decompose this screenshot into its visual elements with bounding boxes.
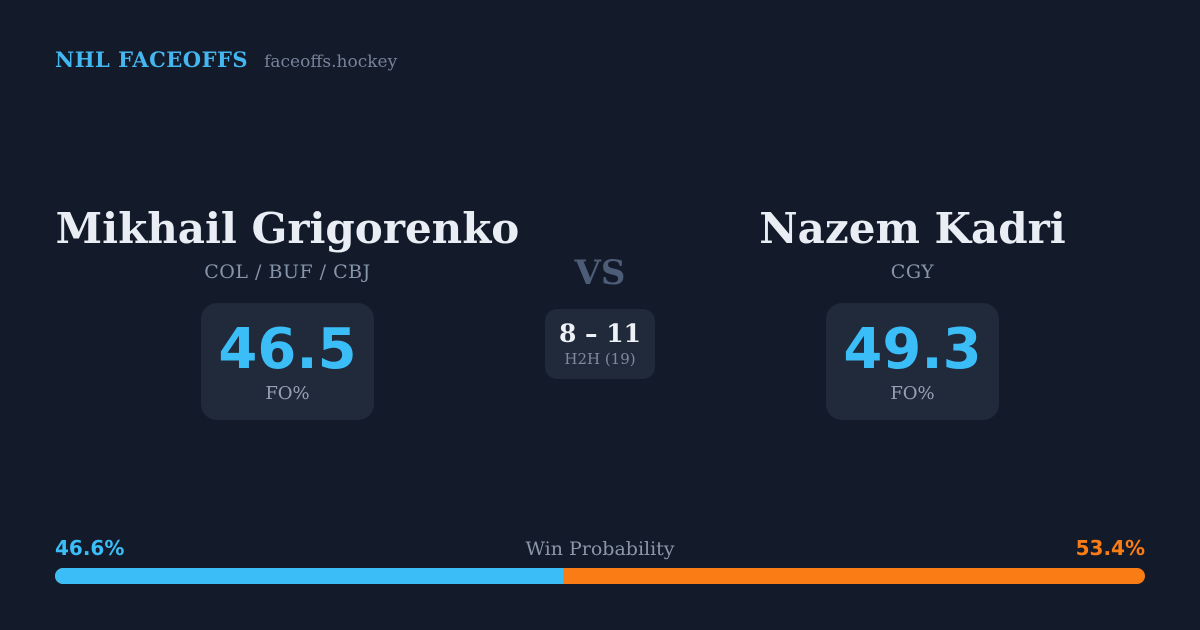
right-player-teams: CGY <box>890 261 935 283</box>
center-column: VS 8 – 11 H2H (19) <box>520 205 680 379</box>
win-probability-left-pct: 46.6% <box>55 536 125 560</box>
header: NHL FACEOFFS faceoffs.hockey <box>55 47 397 72</box>
vs-label: VS <box>574 253 626 293</box>
left-stat-value: 46.5 <box>218 317 357 382</box>
left-player-name: Mikhail Grigorenko <box>55 204 520 253</box>
right-stat-value: 49.3 <box>843 317 982 382</box>
win-probability-bar <box>55 568 1145 584</box>
left-player-teams: COL / BUF / CBJ <box>204 261 371 283</box>
win-probability-right-pct: 53.4% <box>1075 536 1145 560</box>
brand-title: NHL FACEOFFS <box>55 47 249 72</box>
right-stat-label: FO% <box>890 383 935 404</box>
left-stat-card: 46.5 FO% <box>201 303 374 420</box>
left-player-column: Mikhail Grigorenko COL / BUF / CBJ 46.5 … <box>55 205 520 420</box>
left-stat-label: FO% <box>265 383 310 404</box>
h2h-label: H2H (19) <box>564 350 636 368</box>
right-stat-card: 49.3 FO% <box>826 303 999 420</box>
win-probability-bar-left-segment <box>55 568 563 584</box>
site-url: faceoffs.hockey <box>264 52 398 72</box>
right-player-column: Nazem Kadri CGY 49.3 FO% <box>680 205 1145 420</box>
right-player-name: Nazem Kadri <box>759 204 1066 253</box>
h2h-score: 8 – 11 <box>558 319 642 348</box>
win-probability-section: 46.6% Win Probability 53.4% <box>55 536 1145 584</box>
win-probability-labels: 46.6% Win Probability 53.4% <box>55 536 1145 560</box>
win-probability-title: Win Probability <box>525 538 675 560</box>
h2h-card: 8 – 11 H2H (19) <box>544 309 656 379</box>
matchup-row: Mikhail Grigorenko COL / BUF / CBJ 46.5 … <box>55 205 1145 420</box>
